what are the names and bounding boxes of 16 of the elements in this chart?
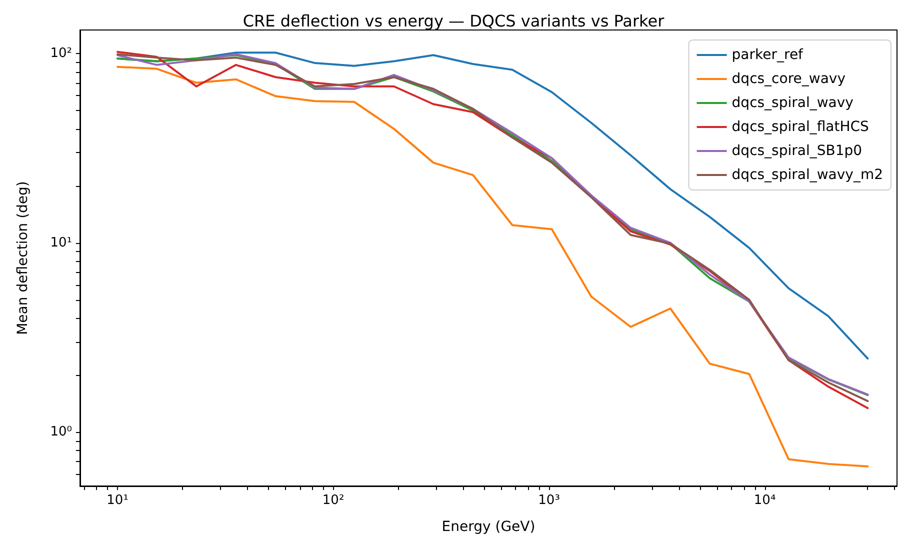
legend-label: dqcs_core_wavy bbox=[732, 71, 846, 87]
y-tick-label: 10¹ bbox=[50, 235, 72, 250]
x-tick-label: 10² bbox=[322, 493, 344, 508]
y-tick-label: 10⁰ bbox=[50, 424, 72, 440]
x-tick-label: 10¹ bbox=[106, 493, 128, 508]
legend-label: dqcs_spiral_SB1p0 bbox=[732, 143, 862, 159]
legend-label: dqcs_spiral_wavy_m2 bbox=[732, 167, 884, 183]
x-tick-label: 10⁴ bbox=[754, 493, 776, 508]
y-axis-title: Mean deflection (deg) bbox=[15, 181, 31, 335]
x-tick-label: 10³ bbox=[538, 493, 560, 508]
chart-title: CRE deflection vs energy — DQCS variants vs Parker bbox=[242, 12, 665, 30]
legend-label: dqcs_spiral_wavy bbox=[732, 95, 854, 111]
y-tick-label: 10² bbox=[50, 46, 72, 61]
legend-label: dqcs_spiral_flatHCS bbox=[732, 119, 870, 135]
legend-label: parker_ref bbox=[732, 47, 804, 63]
x-axis-title: Energy (GeV) bbox=[442, 519, 536, 535]
